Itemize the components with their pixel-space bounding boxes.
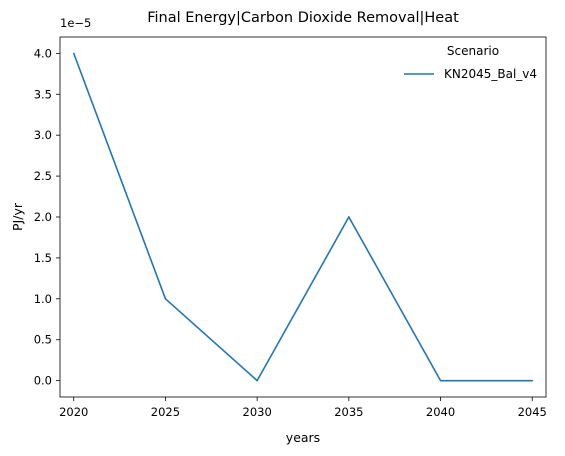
x-tick-label: 2045 (518, 405, 547, 419)
y-offset-text: 1e−5 (60, 16, 91, 30)
x-tick-label: 2035 (334, 405, 363, 419)
legend-title: Scenario (447, 44, 499, 58)
x-tick-label: 2030 (243, 405, 272, 419)
y-tick-label: 0.0 (34, 374, 52, 388)
chart-title: Final Energy|Carbon Dioxide Removal|Heat (147, 10, 459, 26)
data-point (72, 52, 75, 55)
series-line (73, 53, 533, 382)
y-tick-label: 0.5 (34, 333, 52, 347)
y-tick-label: 3.5 (34, 87, 52, 101)
y-tick-label: 2.0 (34, 210, 52, 224)
y-tick-label: 1.0 (34, 292, 52, 306)
data-point (531, 379, 534, 382)
y-tick-label: 1.5 (34, 251, 52, 265)
y-axis-label: PJ/yr (10, 202, 25, 231)
data-point (439, 379, 442, 382)
y-tick-label: 3.0 (34, 128, 52, 142)
plot-area (59, 36, 547, 398)
legend-label: KN2045_Bal_v4 (444, 67, 537, 81)
x-tick-label: 2025 (151, 405, 180, 419)
y-axis: 0.0 0.5 1.0 1.5 2.0 2.5 3.0 3.5 4.0 (34, 46, 60, 388)
x-tick-label: 2020 (59, 405, 88, 419)
data-point (164, 298, 167, 300)
y-tick-label: 2.5 (34, 169, 52, 183)
data-point (348, 216, 350, 218)
y-tick-label: 4.0 (34, 46, 52, 60)
x-axis: 2020 2025 2030 2035 2040 2045 (59, 397, 547, 419)
data-point (256, 379, 258, 382)
series-layer (72, 52, 534, 382)
x-axis-label: years (286, 430, 320, 445)
legend: Scenario KN2045_Bal_v4 (404, 44, 537, 81)
x-tick-label: 2040 (426, 405, 455, 419)
